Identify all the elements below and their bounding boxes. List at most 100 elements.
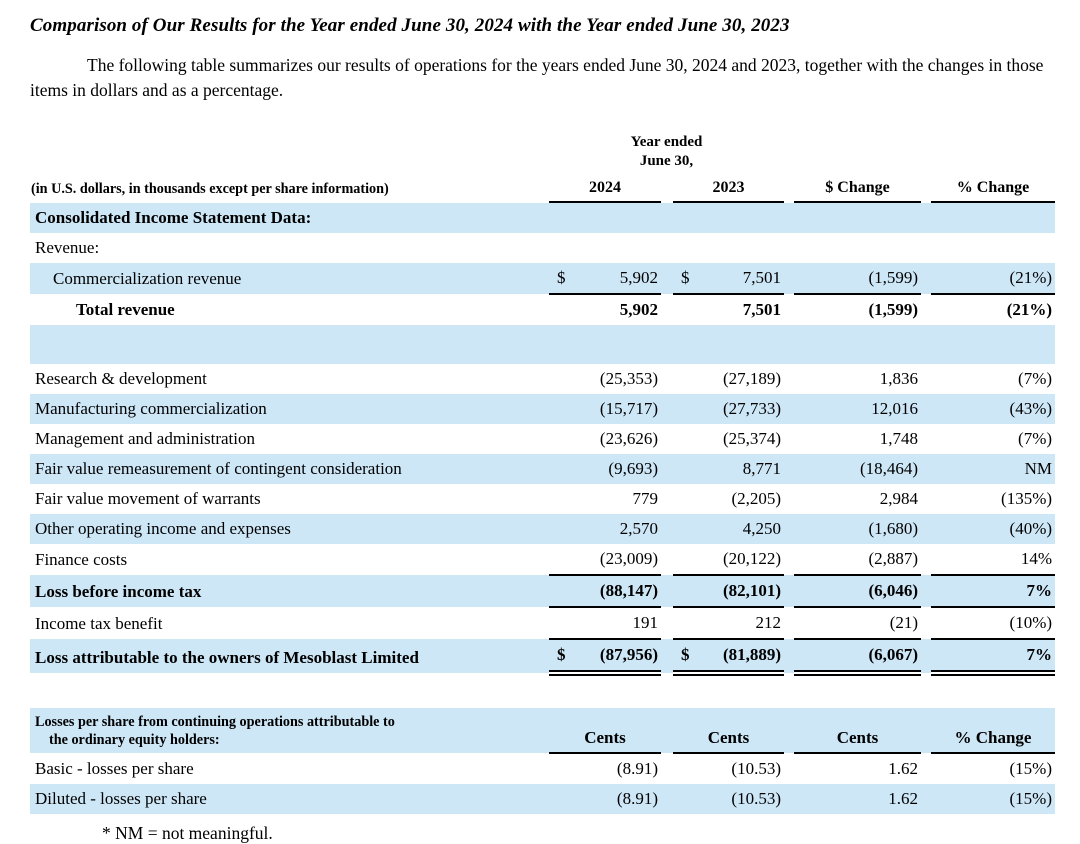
intro-paragraph: The following table summarizes our resul… [30,55,1044,100]
column-gap [921,454,932,484]
period-header: Year ended June 30, [549,133,784,174]
column-gap [921,544,931,575]
section-row: Revenue: [30,233,1055,263]
column-gap [784,294,794,325]
value-2024: 779 [632,489,659,508]
value-2023: (25,374) [722,429,782,448]
column-header-percent-change: % Change [931,174,1056,203]
section-label: Revenue: [35,238,100,257]
column-header-row: (in U.S. dollars, in thousands except pe… [30,174,1056,203]
currency-symbol [549,364,575,394]
value-2023: (2,205) [731,489,782,508]
value-dollar-change: (6,067) [794,639,922,676]
period-header-row: Year ended June 30, [30,133,1055,174]
column-gap [661,394,673,424]
currency-symbol [673,424,699,454]
section-row: Consolidated Income Statement Data: [30,202,1056,233]
table-caption: (in U.S. dollars, in thousands except pe… [31,181,389,197]
currency-symbol [549,575,575,608]
row-label: Income tax benefit [35,614,163,633]
column-gap [921,753,931,784]
value-2023: (10.53) [673,784,784,814]
column-gap [784,174,794,202]
table-row: Other operating income and expenses 2,570… [30,514,1056,544]
value-2024: (8.91) [549,784,661,814]
currency-symbol [673,454,699,484]
value-percent-change: NM [931,454,1056,484]
column-header-percent-change: % Change [931,708,1055,754]
row-label: Management and administration [35,429,255,448]
value-2024: (15,717) [575,394,661,424]
column-gap [784,575,795,607]
table-row: Total revenue 5,902 7,501 (1,599) (21%) [30,294,1055,325]
value-dollar-change: (6,046) [794,575,922,608]
value-percent-change: 7% [931,575,1056,608]
value-2024: 5,902 [619,300,658,319]
value-dollar-change: 1,748 [879,429,919,448]
value-dollar-change: 12,016 [794,394,922,424]
value-2024: (87,956) [575,639,661,676]
table-row: Income tax benefit 191 212 (21) (10%) [30,607,1056,640]
period-header-line1: Year ended [630,134,703,150]
value-2023: (27,733) [699,394,785,424]
value-percent-change: (7%) [1018,429,1053,448]
period-header-line2: June 30, [639,153,694,169]
currency-symbol [673,544,699,576]
column-gap [921,607,931,639]
column-gap [661,639,673,673]
column-gap [661,484,673,514]
column-gap [921,639,932,673]
eps-caption-line2: the ordinary equity holders: [49,732,220,748]
value-2023: 7,501 [699,263,785,295]
row-label: Fair value remeasurement of contingent c… [30,454,549,484]
row-label: Other operating income and expenses [30,514,549,544]
currency-symbol [673,484,699,514]
column-gap [784,514,795,544]
value-dollar-change: (21) [794,607,922,640]
column-gap [784,784,794,814]
value-dollar-change: (2,887) [794,544,922,576]
currency-symbol [549,394,575,424]
row-label: Research & development [35,369,207,388]
value-dollar-change: (1,599) [794,263,922,295]
column-gap [784,424,794,454]
row-label: Fair value movement of warrants [35,489,261,508]
row-label: Loss before income tax [30,575,549,607]
column-gap [661,575,673,607]
column-gap [921,263,932,294]
currency-symbol: $ [673,639,699,676]
value-percent-change: (7%) [1018,369,1053,388]
column-header-dollar-change: $ Change [794,174,922,203]
table-row: Management and administration (23,626) (25… [30,424,1055,454]
column-gap [784,753,794,784]
currency-symbol [549,294,575,325]
table-row: Research & development (25,353) (27,189) 1,… [30,364,1055,394]
value-dollar-change: 1.62 [794,784,921,814]
column-gap [661,263,673,294]
income-statement-table: Year ended June 30, (in U.S. dollars, in… [30,133,1056,676]
table-row: Manufacturing commercialization (15,717) (… [30,394,1056,424]
value-2024: 2,570 [575,514,661,544]
column-gap [784,394,795,424]
value-2023: (10.53) [731,759,781,778]
column-gap [784,263,795,294]
row-label: Commercialization revenue [30,263,549,294]
column-gap [784,364,794,394]
currency-symbol [549,484,575,514]
table-row: Finance costs (23,009) (20,122) (2,887) 14% [30,544,1056,576]
column-gap [784,639,795,673]
value-2023: 7,501 [742,300,782,319]
value-2023: (27,189) [722,369,782,388]
table-row: Fair value movement of warrants 779 (2,205… [30,484,1055,514]
page-title: Comparison of Our Results for the Year e… [30,15,790,36]
currency-symbol: $ [549,639,575,676]
value-2024: (9,693) [575,454,661,484]
column-gap [661,784,673,814]
value-percent-change: (21%) [931,263,1056,295]
value-2024: 191 [575,607,661,640]
eps-header-row: Losses per share from continuing operati… [30,708,1055,754]
currency-symbol [673,514,699,544]
column-header-2023: 2023 [673,174,785,203]
value-percent-change: (15%) [1009,759,1052,778]
value-2024: (25,353) [599,369,658,388]
